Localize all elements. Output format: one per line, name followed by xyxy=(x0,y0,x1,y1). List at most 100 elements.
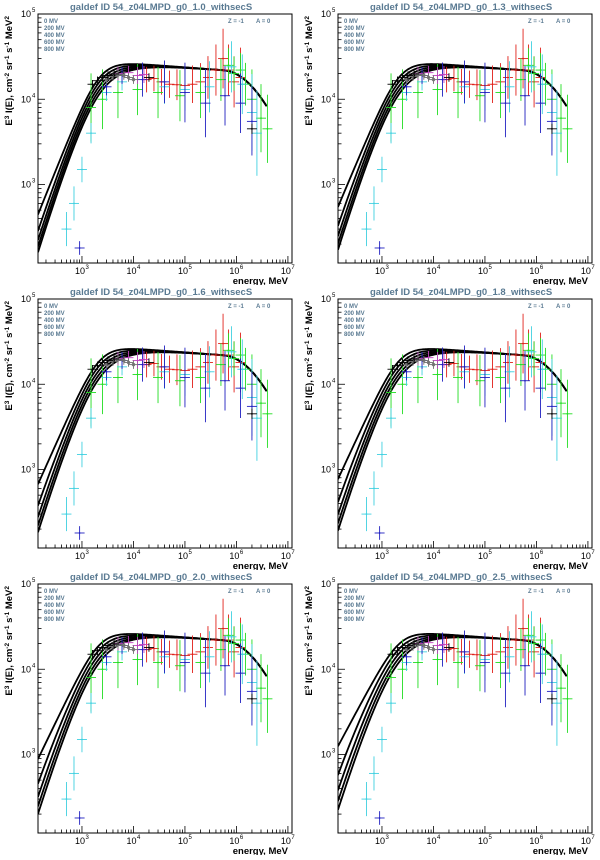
x-tick-exponent: 7 xyxy=(591,835,595,841)
y-tick-label: 10 xyxy=(21,180,31,190)
data-point-cyan xyxy=(537,54,548,115)
data-point-blue xyxy=(159,345,170,389)
data-point-black xyxy=(97,73,108,82)
charge-label: Z = -1 xyxy=(528,304,545,310)
data-point-blue xyxy=(246,372,257,441)
data-point-green xyxy=(229,626,240,661)
legend-label: 0 MV xyxy=(344,304,358,310)
chart-svg-6: galdef ID 54_z04LMPD_g0_2.5_withsecS 0 MV… xyxy=(304,572,596,857)
legend-label: 800 MV xyxy=(44,617,65,623)
data-point-black xyxy=(546,123,557,134)
x-tick-exponent: 7 xyxy=(591,550,595,556)
data-point-red xyxy=(487,65,498,103)
chart-title: galdef ID 54_z04LMPD_g0_1.0_withsecS xyxy=(70,2,252,13)
data-point-black xyxy=(109,354,120,364)
data-point-magenta xyxy=(132,66,143,85)
data-point-green xyxy=(174,70,185,122)
x-tick-exponent: 5 xyxy=(188,265,192,271)
data-point-green xyxy=(262,94,273,163)
x-tick-exponent: 3 xyxy=(385,550,389,556)
legend-label: 600 MV xyxy=(44,610,65,616)
chart-title: galdef ID 54_z04LMPD_g0_1.8_withsecS xyxy=(370,287,552,298)
data-point-cyan xyxy=(76,441,87,468)
data-point-blue xyxy=(546,657,557,726)
data-point-cyan xyxy=(386,122,397,144)
x-tick-exponent: 7 xyxy=(291,265,295,271)
y-tick-label: 10 xyxy=(321,180,331,190)
y-tick-label: 10 xyxy=(21,379,31,389)
data-point-black xyxy=(397,73,408,82)
x-tick-label: 10 xyxy=(229,836,239,846)
x-tick-exponent: 4 xyxy=(437,550,441,556)
model-curve-600mv xyxy=(338,65,568,244)
data-point-cyan xyxy=(368,471,379,506)
data-point-red xyxy=(518,313,529,374)
data-point-green xyxy=(256,84,266,153)
data-point-red xyxy=(210,44,221,96)
data-point-red xyxy=(510,44,521,96)
x-tick-exponent: 4 xyxy=(137,265,141,271)
data-point-green xyxy=(453,636,464,689)
data-point-black xyxy=(402,641,413,650)
data-point-red xyxy=(210,329,221,381)
data-point-red xyxy=(502,341,513,384)
legend-label: 400 MV xyxy=(44,318,65,324)
x-tick-label: 10 xyxy=(426,266,436,276)
data-point-cyan xyxy=(86,692,97,714)
charge-label: Z = -1 xyxy=(228,19,245,25)
x-tick-exponent: 5 xyxy=(188,550,192,556)
data-point-black xyxy=(87,649,98,659)
x-tick-exponent: 3 xyxy=(85,265,89,271)
data-point-black xyxy=(409,639,420,649)
chart-svg-2: galdef ID 54_z04LMPD_g0_1.3_withsecS 0 MV… xyxy=(304,2,596,287)
data-point-black xyxy=(246,408,257,419)
data-point-cyan xyxy=(61,212,72,247)
data-point-magenta xyxy=(138,635,149,654)
model-curve-600mv xyxy=(38,350,268,526)
data-point-blue xyxy=(137,632,148,667)
data-point-gray xyxy=(423,73,434,82)
data-point-cyan xyxy=(251,375,262,461)
x-tick-label: 10 xyxy=(75,836,85,846)
data-point-red xyxy=(464,70,475,98)
data-point-cyan xyxy=(386,692,397,714)
data-point-gray xyxy=(423,643,434,652)
legend-label: 200 MV xyxy=(344,596,365,602)
data-point-black xyxy=(409,354,420,364)
data-point-cyan xyxy=(376,441,387,468)
data-point-cyan xyxy=(204,631,215,683)
y-tick-label: 10 xyxy=(21,294,31,304)
data-point-blue xyxy=(137,62,148,97)
legend-label: 0 MV xyxy=(44,589,58,595)
legend-label: 400 MV xyxy=(344,318,365,324)
model-curve-800mv xyxy=(38,636,268,815)
data-point-red xyxy=(148,350,159,377)
data-point-cyan xyxy=(251,90,262,176)
plot-frame xyxy=(337,583,593,834)
model-curve-600mv xyxy=(338,350,568,524)
charge-label: Z = -1 xyxy=(528,19,545,25)
data-point-cyan xyxy=(526,611,537,663)
chart-svg-1: galdef ID 54_z04LMPD_g0_1.0_withsecS 0 MV… xyxy=(4,2,296,287)
data-point-red xyxy=(210,614,221,666)
mass-label: A = 0 xyxy=(556,589,571,595)
data-point-blue xyxy=(220,350,231,411)
data-point-blue xyxy=(479,632,490,693)
data-point-blue xyxy=(235,643,246,703)
data-point-black xyxy=(409,69,420,79)
data-point-green xyxy=(474,355,485,407)
data-point-cyan xyxy=(361,212,372,247)
data-point-cyan xyxy=(361,497,372,532)
data-point-cyan xyxy=(368,186,379,221)
data-point-gray xyxy=(428,360,439,369)
data-point-blue xyxy=(437,62,448,97)
data-point-blue xyxy=(479,347,490,408)
x-tick-exponent: 6 xyxy=(540,835,544,841)
data-point-cyan xyxy=(361,782,372,817)
y-tick-exponent: 5 xyxy=(32,293,36,299)
data-point-cyan xyxy=(526,41,537,93)
data-point-cyan xyxy=(204,346,215,398)
data-point-cyan xyxy=(386,407,397,429)
data-point-green xyxy=(562,94,573,163)
